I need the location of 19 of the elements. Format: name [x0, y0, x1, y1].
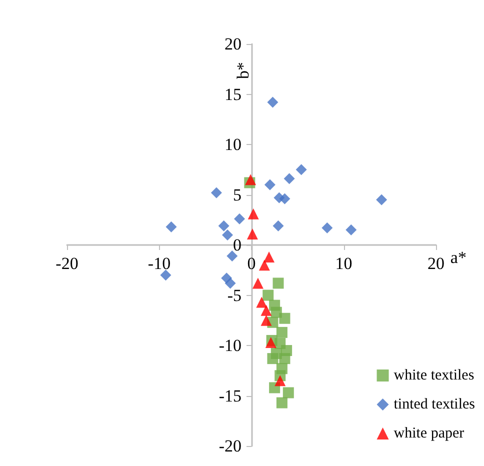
y-tick-label: -10 — [218, 336, 242, 355]
x-tick-label: 0 — [247, 254, 256, 273]
y-tick-label: -20 — [218, 436, 242, 456]
x-tick-label: -20 — [56, 254, 78, 273]
legend-label: tinted textiles — [394, 396, 476, 412]
y-tick-label: 20 — [224, 34, 242, 54]
x-tick-label: 20 — [428, 254, 444, 273]
y-tick-label: -5 — [227, 286, 242, 305]
x-tick-label: 10 — [335, 254, 352, 273]
y-axis-title: b* — [234, 62, 252, 79]
y-tick-label: -15 — [218, 386, 242, 406]
legend-label: white textiles — [394, 368, 474, 384]
y-tick-label: 10 — [224, 135, 242, 154]
y-tick-label: 0 — [233, 236, 242, 254]
y-tick-label: 15 — [224, 84, 242, 104]
x-tick-label: -10 — [148, 254, 171, 273]
legend-label: white paper — [394, 426, 464, 442]
x-axis-title: a* — [450, 248, 466, 267]
y-tick-label: 5 — [233, 185, 242, 204]
